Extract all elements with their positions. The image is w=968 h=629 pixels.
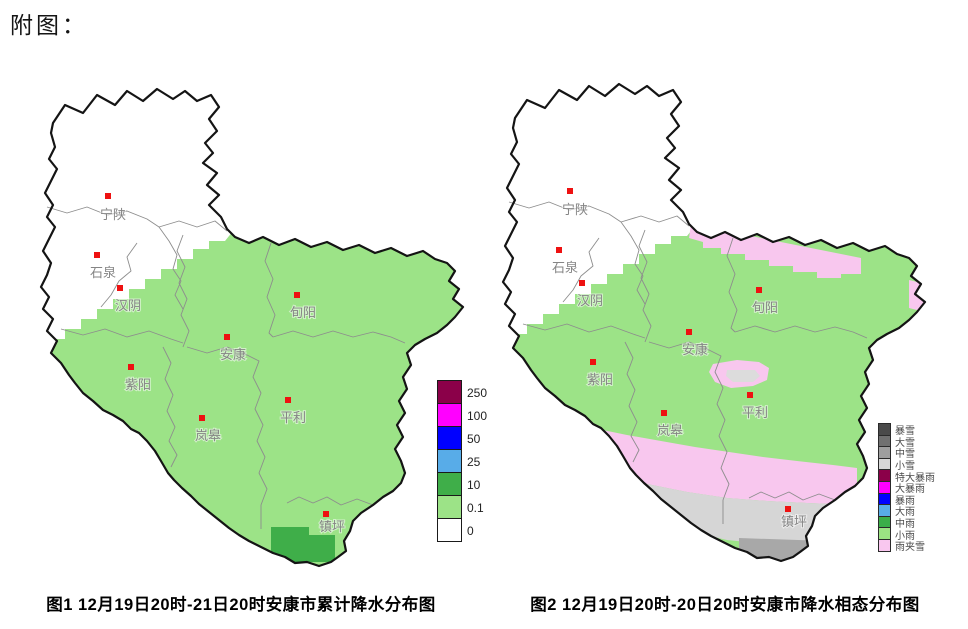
district-label-hanyin: 汉阴 [115,298,141,313]
region-sleet-west-patch [535,414,569,442]
district-markers: 宁陕 石泉 汉阴 旬阳 安康 紫阳 岚皋 平利 镇坪 [551,188,808,530]
region-sleet-south-band [593,428,857,505]
figure-1-caption: 图1 12月19日20时-21日20时安康市累计降水分布图 [46,596,436,614]
city-dot [323,511,329,517]
region-snow-blob-inner [726,370,760,382]
legend-label: 0.1 [467,500,484,515]
figure-2-caption: 图2 12月19日20时-20日20时安康市降水相态分布图 [530,596,920,614]
city-dot [686,329,692,335]
district-label-ningshan: 宁陕 [100,207,126,222]
legend-label: 50 [467,431,481,446]
district-label-shiquan: 石泉 [90,265,116,280]
city-dot [785,506,791,512]
district-label-langao: 岚皋 [657,423,683,438]
district-label-xunyang: 旬阳 [290,305,316,320]
city-dot [199,415,205,421]
legend-item: 0 [437,518,487,542]
legend-swatch [437,518,462,542]
legend-label: 10 [467,477,481,492]
district-label-hanyin: 汉阴 [577,293,603,308]
district-label-ziyang: 紫阳 [587,372,613,387]
legend-label: 大雪 [895,437,915,449]
legend-item: 0.1 [437,495,487,519]
legend-label: 雨夹雪 [895,542,925,554]
city-dot [128,364,134,370]
legend-label: 小雪 [895,461,915,473]
city-dot [661,410,667,416]
legend-item: 25 [437,449,487,473]
map-figure-2-precip-phase: 宁陕 石泉 汉阴 旬阳 安康 紫阳 岚皋 平利 镇坪 [501,82,927,563]
city-dot [756,287,762,293]
legend-swatch [878,538,891,552]
district-label-pingli: 平利 [280,410,306,425]
legend-item: 100 [437,403,488,427]
district-label-shiquan: 石泉 [552,260,578,275]
city-dot [294,292,300,298]
legend-swatch [437,380,462,404]
legend-label: 小雨 [895,530,915,542]
legend-precip-phase: 暴雪 大雪 中雪 小雪 特大暴雨 大暴雨 暴雨 大雨 中雨 小雨 雨夹雪 [878,423,935,554]
district-label-langao: 岚皋 [195,428,221,443]
legend-label: 暴雨 [895,495,915,507]
legend-label: 大雨 [895,507,915,519]
legend-label: 特大暴雨 [895,472,935,484]
county-boundaries [46,206,406,529]
city-dot [94,252,100,258]
map-figure-1-cumulative-precip: 宁陕 石泉 汉阴 旬阳 安康 紫阳 岚皋 平利 镇坪 [39,87,465,568]
legend-cumulative-precip: 250 100 50 25 10 0.1 0 [437,380,488,542]
district-label-xunyang: 旬阳 [752,300,778,315]
city-dot [579,280,585,286]
legend-label: 100 [467,408,488,423]
legend-label: 0 [467,523,474,538]
city-dot [117,285,123,291]
legend-item: 50 [437,426,487,450]
city-dot [285,397,291,403]
city-dot [224,334,230,340]
region-moderate-rain-patch [271,527,335,562]
city-dot [556,247,562,253]
legend-label: 大暴雨 [895,484,925,496]
district-label-zhenping: 镇坪 [319,519,345,534]
city-boundary [501,82,927,563]
region-sleet-north-band [689,224,861,278]
legend-label: 250 [467,385,488,400]
legend-label: 中雨 [895,519,915,531]
legend-swatch [437,472,462,496]
page-title: 附图： [10,13,88,39]
district-label-ankang: 安康 [682,342,708,357]
legend-swatch [437,403,462,427]
city-dot [747,392,753,398]
legend-swatch [437,449,462,473]
legend-swatch [437,495,462,519]
legend-item: 雨夹雪 [878,538,935,554]
legend-label: 中雪 [895,449,915,461]
legend-item: 10 [437,472,487,496]
legend-label: 暴雪 [895,426,915,438]
city-dot [567,188,573,194]
legend-label: 25 [467,454,481,469]
district-label-ziyang: 紫阳 [125,377,151,392]
legend-item: 250 [437,380,488,404]
legend-swatch [437,426,462,450]
district-label-ankang: 安康 [220,347,246,362]
city-boundary [39,87,465,568]
city-dot [105,193,111,199]
district-label-ningshan: 宁陕 [562,202,588,217]
district-markers: 宁陕 石泉 汉阴 旬阳 安康 紫阳 岚皋 平利 镇坪 [89,193,346,535]
county-boundaries [508,201,868,524]
district-label-pingli: 平利 [742,405,768,420]
district-label-zhenping: 镇坪 [781,514,807,529]
city-dot [590,359,596,365]
